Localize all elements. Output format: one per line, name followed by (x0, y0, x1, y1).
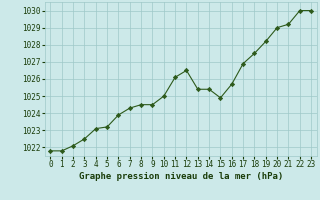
X-axis label: Graphe pression niveau de la mer (hPa): Graphe pression niveau de la mer (hPa) (79, 172, 283, 181)
